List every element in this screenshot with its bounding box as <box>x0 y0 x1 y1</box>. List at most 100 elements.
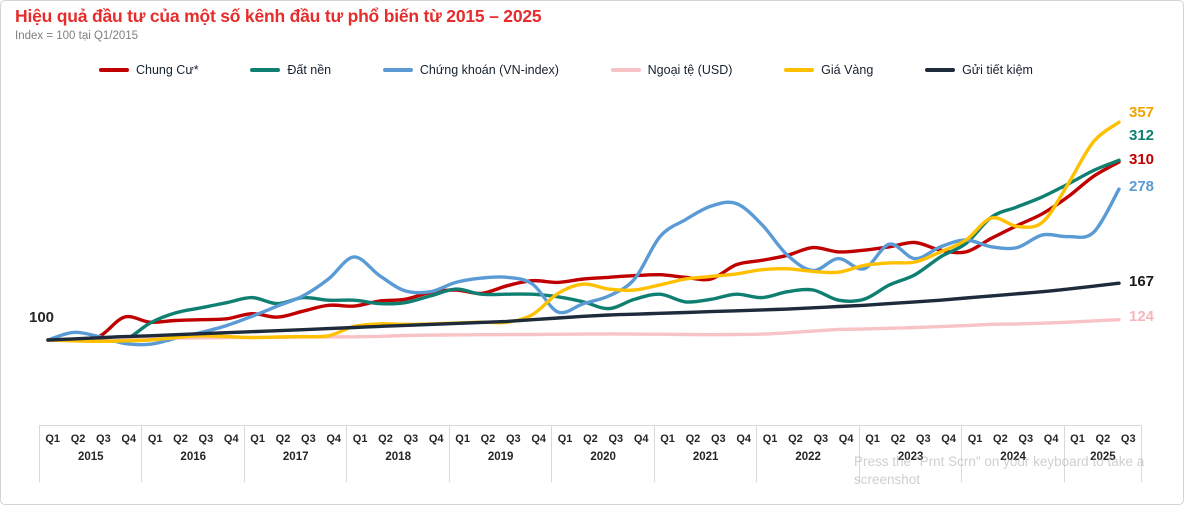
quarter-label: Q1 <box>865 433 880 445</box>
quarter-label: Q2 <box>1095 433 1111 445</box>
end-value-label: 312 <box>1129 127 1155 145</box>
year-label: 2015 <box>77 451 104 463</box>
legend-swatch <box>99 68 129 72</box>
legend-label: Chứng khoán (VN-index) <box>419 63 559 77</box>
quarter-label: Q1 <box>557 433 573 445</box>
year-label: 2017 <box>282 451 309 463</box>
quarter-label: Q3 <box>403 433 419 445</box>
quarter-label: Q2 <box>275 433 291 445</box>
end-value-label: 124 <box>1129 307 1155 325</box>
year-label: 2021 <box>692 451 719 463</box>
legend-item: Gửi tiết kiệm <box>925 63 1033 77</box>
quarter-label: Q4 <box>736 433 751 445</box>
year-group: Q1 Q2 Q3 Q4 2023 <box>858 426 961 482</box>
start-value-label: 100 <box>29 309 55 326</box>
end-value-label: 167 <box>1129 273 1155 291</box>
year-group: Q1 Q2 Q3 Q4 2020 <box>551 426 653 482</box>
year-label: 2018 <box>385 451 411 463</box>
year-group: Q1 Q2 Q3 Q4 2022 <box>756 426 858 482</box>
year-label: 2020 <box>590 451 616 463</box>
quarter-label: Q1 <box>352 433 368 445</box>
legend-swatch <box>382 68 413 72</box>
quarter-label: Q3 <box>1120 433 1136 445</box>
quarter-label: Q1 <box>250 433 265 445</box>
year-group: Q1 Q2 Q3 Q4 2016 <box>141 426 243 482</box>
quarter-label: Q4 <box>633 433 649 445</box>
legend-swatch <box>925 68 956 72</box>
series-line <box>46 281 1121 342</box>
quarter-label: Q3 <box>1018 433 1034 445</box>
quarter-label: Q4 <box>121 433 137 445</box>
quarter-label: Q3 <box>915 433 931 445</box>
quarter-label: Q2 <box>480 433 496 445</box>
quarter-label: Q3 <box>198 433 214 445</box>
year-label: 2019 <box>487 451 514 463</box>
year-group: Q1 Q2 Q3 Q4 2017 <box>243 426 346 482</box>
year-group: Q1 Q2 Q3 Q4 2024 <box>961 426 1063 482</box>
legend-item: Giá Vàng <box>784 63 873 77</box>
end-value-label: 278 <box>1129 178 1155 196</box>
quarter-label: Q2 <box>378 433 393 445</box>
legend-swatch <box>250 68 281 72</box>
quarter-label: Q2 <box>70 433 86 445</box>
quarter-label: Q4 <box>838 433 854 445</box>
quarter-label: Q1 <box>147 433 163 445</box>
legend-item: Đất nền <box>250 63 331 77</box>
quarter-label: Q1 <box>455 433 470 445</box>
legend-swatch <box>610 68 641 72</box>
year-label: 2024 <box>1000 451 1026 463</box>
year-group: Q1 Q2 Q3 Q4 2021 <box>653 426 756 482</box>
quarter-label: Q2 <box>173 433 188 445</box>
year-group: Q1 Q2 Q3 2025 <box>1063 426 1142 482</box>
page-subtitle: Index = 100 tại Q1/2015 <box>15 30 139 42</box>
year-group: Q1 Q2 Q3 Q4 2019 <box>448 426 551 482</box>
legend-label: Gửi tiết kiệm <box>962 63 1033 77</box>
quarter-label: Q1 <box>1070 433 1085 445</box>
legend-label: Ngoại tệ (USD) <box>647 63 733 77</box>
year-label: 2023 <box>897 451 924 463</box>
quarter-label: Q2 <box>583 433 598 445</box>
quarter-label: Q4 <box>223 433 239 445</box>
quarter-label: Q4 <box>531 433 547 445</box>
series-line <box>46 187 1121 347</box>
legend-item: Chung Cư* <box>99 63 199 77</box>
quarter-label: Q3 <box>301 433 316 445</box>
year-label: 2025 <box>1090 451 1116 463</box>
end-value-label: 357 <box>1129 104 1155 122</box>
quarter-label: Q3 <box>710 433 726 445</box>
quarter-label: Q4 <box>941 433 956 445</box>
legend-swatch <box>784 68 815 72</box>
quarter-label: Q3 <box>505 433 521 445</box>
series-line <box>46 158 1121 343</box>
year-label: 2016 <box>180 451 207 463</box>
legend: Chung Cư* Đất nền Chứng khoán (VN-index) Ng… <box>99 61 1033 79</box>
quarter-label: Q3 <box>813 433 829 445</box>
quarter-label: Q2 <box>788 433 803 445</box>
quarter-label: Q2 <box>685 433 701 445</box>
x-axis: Q1 Q2 Q3 Q4 2015 Q1 Q2 Q3 Q4 2016 Q1 Q2 Q3 Q4 2017 Q1 Q2… <box>39 425 1142 482</box>
quarter-label: Q2 <box>993 433 1008 445</box>
year-label: 2022 <box>795 451 821 463</box>
quarter-label: Q4 <box>326 433 342 445</box>
quarter-label: Q1 <box>660 433 675 445</box>
legend-item: Ngoại tệ (USD) <box>610 63 733 77</box>
end-value-label: 310 <box>1129 151 1155 169</box>
quarter-label: Q2 <box>890 433 906 445</box>
page-title: Hiệu quả đầu tư của một số kênh đầu tư p… <box>15 6 542 26</box>
quarter-label: Q3 <box>96 433 111 445</box>
watermark-text: Press the "Prnt Scrn" on your keyboard t… <box>854 454 1145 487</box>
legend-label: Chung Cư* <box>136 63 199 77</box>
legend-item: Chứng khoán (VN-index) <box>382 63 559 77</box>
quarter-label: Q4 <box>428 433 444 445</box>
quarter-label: Q3 <box>608 433 624 445</box>
quarter-label: Q1 <box>967 433 983 445</box>
series-line <box>46 160 1121 342</box>
quarter-label: Q1 <box>45 433 61 445</box>
legend-label: Giá Vàng <box>821 63 874 77</box>
legend-label: Đất nền <box>287 63 332 77</box>
quarter-label: Q1 <box>762 433 778 445</box>
year-group: Q1 Q2 Q3 Q4 2015 <box>39 426 141 482</box>
quarter-label: Q4 <box>1043 433 1059 445</box>
